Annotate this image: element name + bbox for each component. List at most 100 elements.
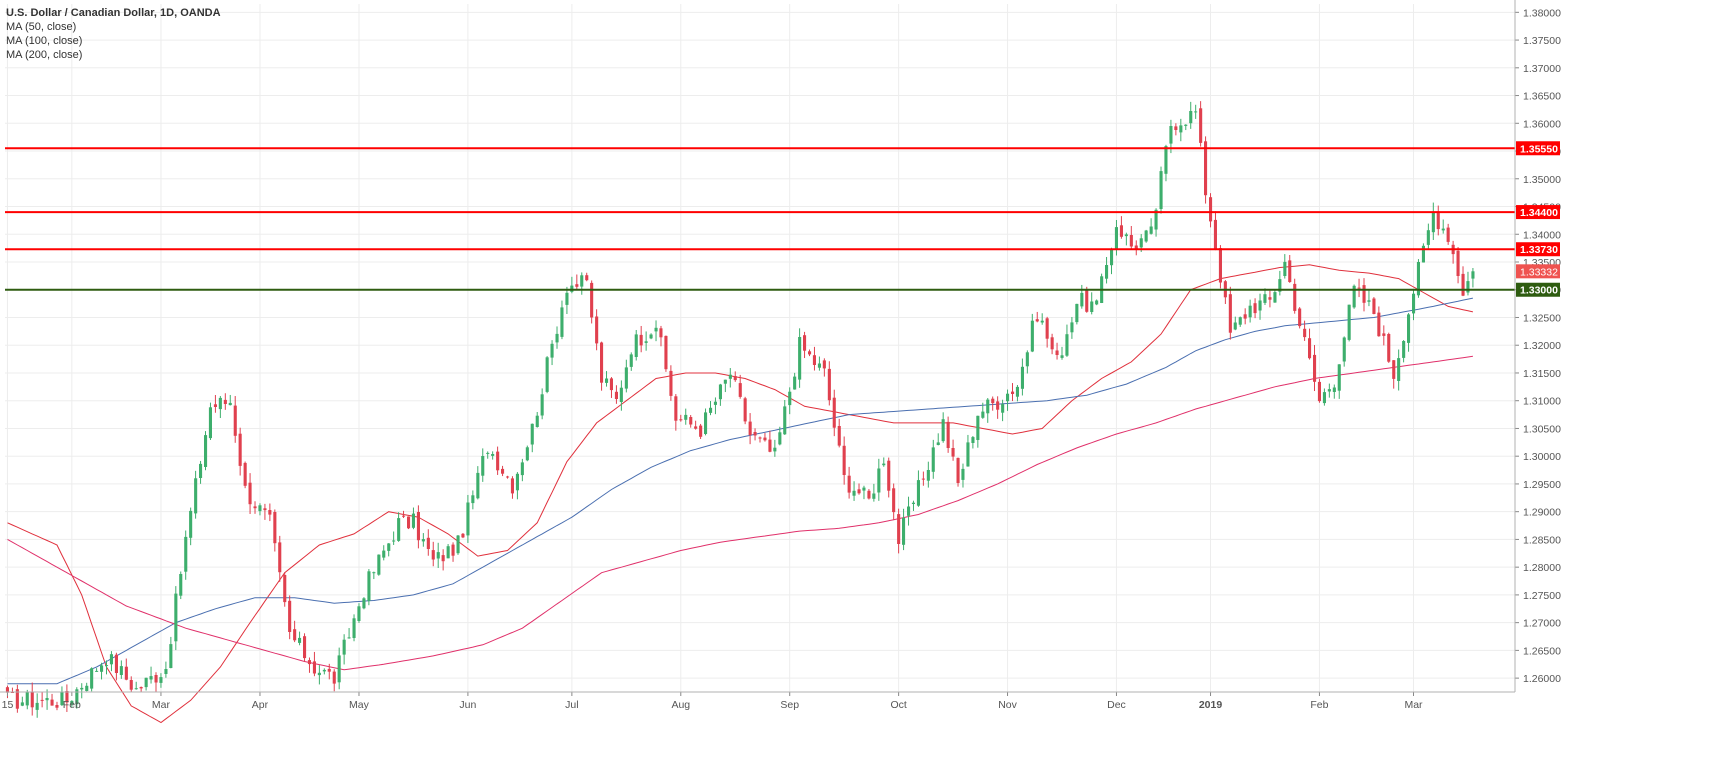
- candle-body: [1139, 238, 1143, 248]
- candle-body: [263, 508, 267, 511]
- candle-body: [907, 506, 911, 516]
- candle-body: [991, 398, 995, 404]
- candle-body: [832, 397, 836, 428]
- candle-body: [208, 407, 212, 439]
- candle-body: [1248, 305, 1252, 318]
- candle-body: [1367, 300, 1371, 302]
- price-axis[interactable]: 1.38000 1.37500 1.37000 1.36500 1.36000 1.355…: [1514, 0, 1561, 692]
- candle-body: [1006, 393, 1010, 402]
- candle-body: [1011, 391, 1015, 394]
- candle-body: [1184, 124, 1188, 126]
- candle-body: [100, 665, 104, 672]
- legend-ma-100[interactable]: MA (100, close): [6, 35, 83, 47]
- candle-body: [322, 669, 326, 672]
- y-tick-label: 1.26500: [1523, 645, 1561, 657]
- candle-body: [15, 689, 19, 709]
- candle-body: [525, 447, 529, 461]
- candle-body: [1045, 318, 1049, 339]
- candle-body: [1025, 352, 1029, 367]
- candle-body: [946, 421, 950, 448]
- candle-body: [1362, 285, 1366, 303]
- candle-body: [585, 275, 589, 281]
- chart-title: U.S. Dollar / Canadian Dollar, 1D, OANDA: [6, 7, 221, 19]
- candle-body: [867, 490, 871, 499]
- candle-body: [50, 699, 54, 706]
- candle-body: [411, 513, 415, 528]
- current-price-label: 1.33332: [1520, 266, 1558, 278]
- candle-body: [164, 669, 168, 674]
- candle-body: [35, 702, 39, 710]
- candle-body: [1124, 234, 1128, 237]
- candle-body: [877, 468, 881, 493]
- candle-body: [194, 478, 198, 514]
- candle-body: [1001, 404, 1005, 413]
- candle-body: [213, 404, 217, 407]
- y-tick-label: 1.31500: [1523, 368, 1561, 380]
- candle-body: [278, 542, 282, 573]
- candle-body: [768, 439, 772, 452]
- candle-body: [1263, 294, 1267, 303]
- candle-body: [738, 383, 742, 397]
- candle-body: [689, 417, 693, 425]
- x-tick-label: 15: [2, 699, 14, 711]
- candle-body: [40, 699, 44, 701]
- candle-body: [619, 387, 623, 402]
- candle-body: [590, 282, 594, 318]
- candle-body: [614, 391, 618, 399]
- candle-body: [461, 533, 465, 538]
- candle-body: [862, 487, 866, 491]
- time-axis[interactable]: 15 Feb Mar Apr May Jun Jul Aug Sep Oct Nov Dec 2019 F…: [0, 691, 1515, 711]
- candle-body: [882, 463, 886, 466]
- candle-body: [600, 342, 604, 383]
- x-tick-label: Jul: [565, 699, 578, 711]
- candle-body: [827, 368, 831, 401]
- horizontal-levels: [5, 147, 1515, 291]
- candle-body: [1402, 341, 1406, 358]
- candle-body: [926, 470, 930, 481]
- candle-body: [1332, 387, 1336, 392]
- candle-body: [798, 337, 802, 380]
- level-price-label: 1.33730: [1520, 244, 1558, 256]
- candle-body: [520, 462, 524, 476]
- candle-body: [1040, 320, 1044, 323]
- candle-body: [1149, 226, 1153, 234]
- candle-body: [1322, 392, 1326, 404]
- candle-body: [1407, 314, 1411, 343]
- legend-ma-50[interactable]: MA (50, close): [6, 21, 77, 33]
- level-price-label: 1.33000: [1520, 285, 1558, 297]
- candle-body: [1228, 294, 1232, 333]
- candle-body: [808, 351, 812, 355]
- candle-body: [629, 354, 633, 367]
- candle-body: [1129, 235, 1133, 247]
- candle-body: [931, 447, 935, 472]
- candle-body: [451, 544, 455, 556]
- candle-body: [1218, 248, 1222, 283]
- candle-body: [476, 472, 480, 499]
- candle-body: [1308, 338, 1312, 359]
- candle-body: [540, 394, 544, 416]
- candle-body: [748, 421, 752, 435]
- x-tick-label: Mar: [1404, 699, 1423, 711]
- legend: U.S. Dollar / Canadian Dollar, 1D, OANDA…: [6, 6, 221, 62]
- candle-body: [1070, 322, 1074, 333]
- y-tick-label: 1.26000: [1523, 673, 1561, 685]
- candle-body: [233, 405, 237, 436]
- candle-body: [1377, 312, 1381, 337]
- candle-body: [1164, 146, 1168, 174]
- legend-ma-200[interactable]: MA (200, close): [6, 49, 83, 61]
- x-tick-label: Dec: [1107, 699, 1126, 711]
- candle-body: [352, 618, 356, 638]
- candle-body: [694, 426, 698, 429]
- grid: [5, 4, 1515, 692]
- candle-body: [347, 637, 351, 639]
- candle-body: [327, 668, 331, 672]
- candle-body: [258, 505, 262, 512]
- candle-body: [510, 478, 514, 494]
- y-tick-label: 1.29500: [1523, 479, 1561, 491]
- candle-body: [758, 437, 762, 439]
- candle-body: [228, 402, 232, 406]
- candle-body: [1456, 250, 1460, 276]
- candle-body: [530, 423, 534, 445]
